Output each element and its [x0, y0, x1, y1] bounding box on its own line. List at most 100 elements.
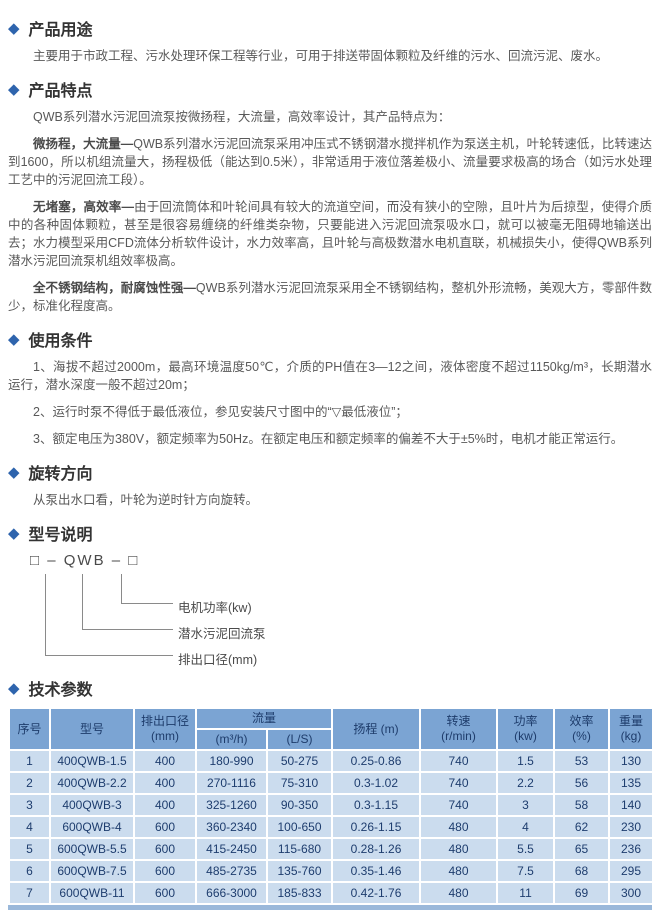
- table-cell: 135-760: [265, 859, 334, 883]
- table-row: 5 600QWB-5.5 600 415-2450 115-680 0.28-1.26 48…: [8, 837, 655, 861]
- table-cell: 360-2340: [195, 815, 268, 839]
- diamond-icon: ◆: [8, 680, 20, 697]
- table-cell: 270-1116: [195, 771, 268, 795]
- section-title-features: ◆ 产品特点: [8, 77, 652, 101]
- connector-line-pump-type: [82, 574, 173, 630]
- table-row: 7 600QWB-11 600 666-3000 185-833 0.42-1.76 480…: [8, 881, 655, 905]
- feature-text: QWB系列潜水污泥回流泵采用全不锈钢结构，整机外形流畅，美观大方，零部件数少，标…: [8, 281, 652, 313]
- table-cell: 0.25-0.86: [331, 749, 422, 773]
- table-cell: 600: [133, 837, 197, 861]
- condition-item-1: 1、海拔不超过2000m，最高环境温度50℃，介质的PH值在3—12之间，液体密…: [8, 360, 652, 392]
- col-header-weight: 重量 (kg): [608, 707, 655, 751]
- col-header-outlet-line1: 排出口径: [140, 714, 189, 728]
- table-cell: 100-650: [265, 815, 334, 839]
- table-row: 6 600QWB-7.5 600 485-2735 135-760 0.35-1.46 48…: [8, 859, 655, 883]
- condition-item-3: 3、额定电压为380V，额定频率为50Hz。在额定电压和额定频率的偏差不大于±5…: [33, 432, 624, 446]
- model-explanation-diagram: 电机功率(kw) 潜水污泥回流泵 排出口径(mm): [16, 574, 652, 670]
- usage-paragraph: 主要用于市政工程、污水处理环保工程等行业，可用于排送带固体颗粒及纤维的污水、回流…: [33, 49, 609, 63]
- table-cell: 600QWB-4: [49, 815, 135, 839]
- table-cell: 300: [608, 881, 655, 905]
- features-title-text: 产品特点: [28, 83, 93, 100]
- feature-lead: 无堵塞，高效率—: [33, 200, 134, 214]
- col-header-eff-line1: 效率: [569, 714, 594, 728]
- table-row: 3 400QWB-3 400 325-1260 90-350 0.3-1.15 740 3 58…: [8, 793, 655, 817]
- section-title-usage: ◆ 产品用途: [8, 16, 652, 40]
- table-cell: 325-1260: [195, 793, 268, 817]
- col-header-eff-unit: (%): [572, 729, 591, 743]
- table-cell: 740: [419, 771, 499, 795]
- table-cell: 0.26-1.15: [331, 815, 422, 839]
- technical-parameters-table: 序号 型号 排出口径 (mm) 流量 扬程 (m) 转速 (r/min) 功率 …: [8, 707, 655, 905]
- diamond-icon: ◆: [8, 464, 20, 481]
- table-cell: 400QWB-3: [49, 793, 135, 817]
- col-header-flow-m3h: (m³/h): [195, 728, 268, 751]
- table-cell: 68: [553, 859, 611, 883]
- diamond-icon: ◆: [8, 20, 20, 37]
- col-header-speed-unit: (r/min): [441, 729, 476, 743]
- table-cell: 5: [8, 837, 51, 861]
- diamond-icon: ◆: [8, 525, 20, 542]
- model-code-formula: □ – QWB – □: [30, 552, 140, 569]
- table-cell: 400: [133, 771, 197, 795]
- table-cell: 3: [496, 793, 556, 817]
- rotation-title-text: 旋转方向: [28, 466, 93, 483]
- table-cell: 75-310: [265, 771, 334, 795]
- table-cell: 7.5: [496, 859, 556, 883]
- table-cell: 1: [8, 749, 51, 773]
- table-cell: 11: [496, 881, 556, 905]
- table-cell: 400: [133, 793, 197, 817]
- table-cell: 140: [608, 793, 655, 817]
- col-header-weight-line1: 重量: [619, 714, 644, 728]
- table-cell: 485-2735: [195, 859, 268, 883]
- col-header-outlet-unit: (mm): [151, 729, 179, 743]
- features-intro: QWB系列潜水污泥回流泵按微扬程，大流量，高效率设计，其产品特点为：: [33, 110, 451, 124]
- col-header-model: 型号: [49, 707, 135, 751]
- table-cell: 0.42-1.76: [331, 881, 422, 905]
- col-header-flow: 流量: [194, 707, 334, 730]
- col-header-head: 扬程 (m): [331, 707, 422, 751]
- table-row: 2 400QWB-2.2 400 270-1116 75-310 0.3-1.02 740 2…: [8, 771, 655, 795]
- table-cell: 0.3-1.02: [331, 771, 422, 795]
- table-cell: 480: [419, 837, 499, 861]
- diamond-icon: ◆: [8, 331, 20, 348]
- specs-title-text: 技术参数: [28, 682, 93, 699]
- condition-item-2: 2、运行时泵不得低于最低液位，参见安装尺寸图中的“▽最低液位”；: [33, 405, 408, 419]
- table-cell: 600QWB-11: [49, 881, 135, 905]
- table-cell: 600: [133, 859, 197, 883]
- col-header-speed-line1: 转速: [446, 714, 471, 728]
- table-cell: 130: [608, 749, 655, 773]
- table-cell: 400QWB-2.2: [49, 771, 135, 795]
- table-cell: 600: [133, 881, 197, 905]
- table-cell: 400QWB-1.5: [49, 749, 135, 773]
- feature-lead: 微扬程，大流量—: [33, 137, 134, 151]
- table-cell: 62: [553, 815, 611, 839]
- table-cell: 3: [8, 793, 51, 817]
- feature-paragraph-low-head: 微扬程，大流量—QWB系列潜水污泥回流泵采用冲压式不锈钢潜水搅拌机作为泵送主机，…: [8, 135, 652, 189]
- rotation-paragraph: 从泵出水口看，叶轮为逆时针方向旋转。: [33, 493, 259, 507]
- table-cell: 6: [8, 859, 51, 883]
- table-cell: 185-833: [265, 881, 334, 905]
- table-cell: 180-990: [195, 749, 268, 773]
- table-cell: 480: [419, 815, 499, 839]
- col-header-weight-unit: (kg): [620, 729, 642, 743]
- table-cell: 50-275: [265, 749, 334, 773]
- diamond-icon: ◆: [8, 81, 20, 98]
- table-row: 4 600QWB-4 600 360-2340 100-650 0.26-1.15 480 4…: [8, 815, 655, 839]
- table-cell: 4: [496, 815, 556, 839]
- table-cell: 90-350: [265, 793, 334, 817]
- table-header: 序号 型号 排出口径 (mm) 流量 扬程 (m) 转速 (r/min) 功率 …: [8, 707, 655, 751]
- table-cell: 115-680: [265, 837, 334, 861]
- model-label-outlet-diameter: 排出口径(mm): [178, 653, 258, 667]
- model-label-motor-power: 电机功率(kw): [178, 601, 252, 615]
- section-title-conditions: ◆ 使用条件: [8, 327, 652, 351]
- table-bottom-border: [8, 905, 652, 910]
- section-title-rotation: ◆ 旋转方向: [8, 460, 652, 484]
- feature-paragraph-stainless: 全不锈钢结构，耐腐蚀性强—QWB系列潜水污泥回流泵采用全不锈钢结构，整机外形流畅…: [8, 279, 652, 315]
- connector-line-outlet-diameter: [45, 574, 173, 656]
- table-cell: 2: [8, 771, 51, 795]
- col-header-power-unit: (kw): [514, 729, 537, 743]
- col-header-power-line1: 功率: [513, 714, 538, 728]
- col-header-flow-ls: (L/S): [265, 728, 334, 751]
- table-cell: 400: [133, 749, 197, 773]
